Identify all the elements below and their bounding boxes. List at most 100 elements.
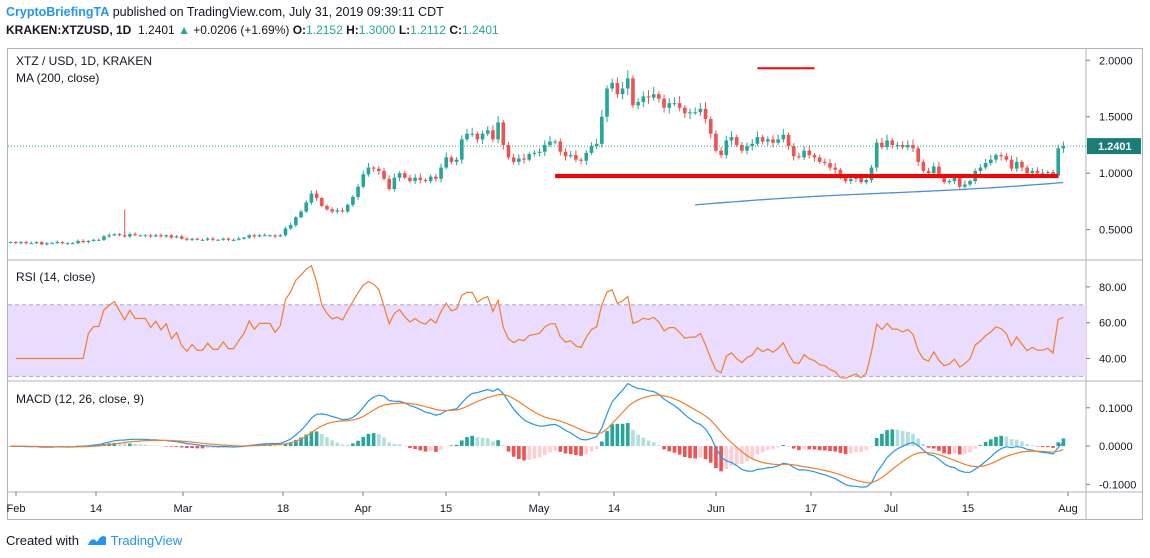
candle-body[interactable]: [864, 179, 869, 183]
candle-body[interactable]: [657, 94, 661, 99]
candle-body[interactable]: [96, 239, 101, 241]
candle-body[interactable]: [112, 234, 117, 236]
candle-body[interactable]: [947, 181, 952, 183]
candle-body[interactable]: [434, 176, 438, 179]
candle-body[interactable]: [817, 157, 822, 162]
candle-body[interactable]: [740, 144, 744, 151]
candle-body[interactable]: [107, 235, 111, 237]
candle-body[interactable]: [314, 193, 319, 199]
candle-body[interactable]: [937, 166, 941, 176]
candle-body[interactable]: [428, 176, 433, 182]
candle-body[interactable]: [65, 243, 70, 245]
candle-body[interactable]: [719, 150, 723, 156]
candle-body[interactable]: [620, 88, 625, 95]
candle-body[interactable]: [179, 236, 184, 239]
candle-body[interactable]: [750, 143, 755, 147]
candle-body[interactable]: [86, 240, 91, 243]
candle-body[interactable]: [714, 133, 718, 151]
candle-body[interactable]: [371, 167, 376, 169]
candle-body[interactable]: [688, 112, 692, 114]
candle-body[interactable]: [786, 134, 791, 147]
candle-body[interactable]: [983, 163, 988, 168]
signal-line[interactable]: [10, 393, 1064, 484]
candle-body[interactable]: [781, 134, 786, 140]
candle-body[interactable]: [885, 140, 889, 148]
candle-body[interactable]: [231, 239, 236, 241]
candle-body[interactable]: [532, 152, 537, 154]
candle-body[interactable]: [677, 103, 682, 108]
price-pane[interactable]: [8, 67, 1086, 246]
candle-body[interactable]: [641, 96, 646, 103]
candle-body[interactable]: [480, 133, 485, 140]
candle-body[interactable]: [563, 151, 568, 157]
macd-pane[interactable]: [8, 382, 1066, 488]
candle-body[interactable]: [589, 146, 594, 153]
candle-body[interactable]: [558, 141, 563, 152]
candle-body[interactable]: [568, 155, 573, 157]
candle-body[interactable]: [833, 167, 838, 170]
candle-body[interactable]: [205, 238, 210, 240]
candle-body[interactable]: [594, 143, 599, 147]
candle-body[interactable]: [252, 235, 257, 237]
candle-body[interactable]: [667, 103, 672, 108]
candle-body[interactable]: [143, 235, 148, 237]
candle-body[interactable]: [496, 122, 500, 140]
candle-body[interactable]: [309, 193, 314, 203]
candle-body[interactable]: [335, 210, 340, 212]
candle-body[interactable]: [200, 239, 205, 241]
candle-body[interactable]: [579, 159, 583, 161]
candle-body[interactable]: [8, 242, 13, 244]
candle-body[interactable]: [356, 186, 360, 197]
candle-body[interactable]: [470, 133, 474, 135]
candle-body[interactable]: [423, 179, 428, 182]
candle-body[interactable]: [169, 235, 174, 238]
candle-body[interactable]: [651, 94, 656, 98]
candle-body[interactable]: [475, 133, 480, 140]
candle-body[interactable]: [828, 163, 832, 168]
candle-body[interactable]: [988, 159, 993, 164]
candle-body[interactable]: [911, 144, 915, 149]
candle-body[interactable]: [449, 157, 454, 162]
candle-body[interactable]: [174, 236, 179, 238]
candle-body[interactable]: [1056, 148, 1061, 176]
candle-body[interactable]: [755, 137, 760, 144]
candle-body[interactable]: [221, 238, 226, 240]
candle-body[interactable]: [978, 167, 983, 171]
candle-body[interactable]: [994, 155, 998, 160]
candle-body[interactable]: [304, 202, 309, 212]
candle-body[interactable]: [29, 243, 34, 245]
candle-body[interactable]: [392, 177, 397, 189]
candle-body[interactable]: [527, 154, 532, 160]
candle-body[interactable]: [517, 158, 521, 162]
candle-body[interactable]: [247, 235, 251, 238]
candle-body[interactable]: [190, 238, 194, 240]
candle-body[interactable]: [708, 119, 713, 134]
candle-body[interactable]: [418, 177, 423, 180]
candle-body[interactable]: [185, 238, 189, 240]
candle-body[interactable]: [916, 148, 921, 162]
candle-body[interactable]: [610, 82, 615, 89]
candle-body[interactable]: [465, 133, 469, 140]
candle-body[interactable]: [387, 178, 392, 189]
candle-body[interactable]: [102, 236, 106, 240]
candle-body[interactable]: [615, 82, 620, 95]
candle-body[interactable]: [1004, 156, 1009, 160]
candle-body[interactable]: [81, 240, 86, 243]
candle-body[interactable]: [211, 238, 215, 240]
candle-body[interactable]: [698, 108, 703, 113]
rsi-line[interactable]: [15, 264, 1064, 379]
candle-body[interactable]: [506, 144, 511, 158]
candle-body[interactable]: [682, 107, 687, 114]
candle-body[interactable]: [268, 235, 272, 237]
candle-body[interactable]: [491, 130, 495, 140]
macd-line[interactable]: [10, 382, 1064, 488]
candle-body[interactable]: [195, 238, 200, 240]
candle-body[interactable]: [1040, 173, 1045, 175]
candle-body[interactable]: [672, 103, 677, 105]
candle-body[interactable]: [812, 155, 817, 158]
candle-body[interactable]: [242, 237, 246, 239]
candle-body[interactable]: [859, 177, 863, 183]
candle-body[interactable]: [646, 96, 651, 98]
candle-body[interactable]: [45, 243, 49, 245]
candle-body[interactable]: [236, 238, 241, 240]
